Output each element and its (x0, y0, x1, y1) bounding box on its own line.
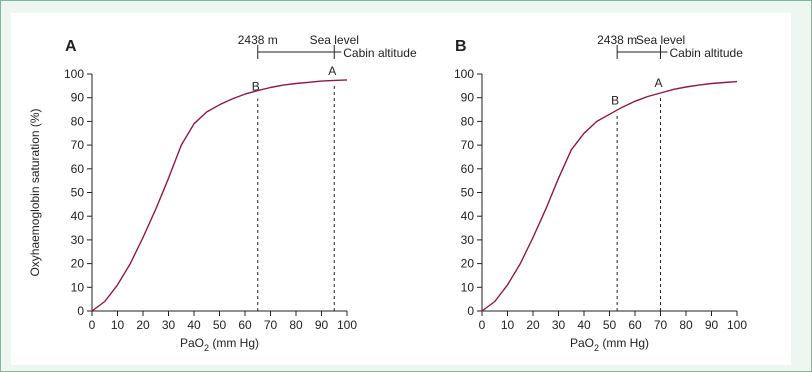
x-tick-label: 70 (654, 318, 668, 332)
altitude-caption: Cabin altitude (343, 46, 417, 60)
x-tick-label: 10 (111, 318, 125, 332)
x-tick-label: 0 (479, 318, 486, 332)
y-tick-label: 40 (71, 209, 85, 223)
x-axis-title-main: PaO (180, 336, 204, 350)
x-axis-title-subscript: 2 (204, 343, 209, 353)
x-tick-label: 50 (603, 318, 617, 332)
x-axis-title-units: (mm Hg) (209, 336, 259, 350)
x-tick-label: 50 (213, 318, 227, 332)
reference-point-label: B (611, 94, 619, 108)
y-tick-label: 50 (71, 186, 85, 200)
y-tick-label: 30 (461, 233, 475, 247)
x-tick-label: 80 (679, 318, 693, 332)
chart-panel-b: B 0 10 20 30 40 50 60 70 80 90 100 0 10 20 30 40 50 60 70 80… (454, 33, 747, 353)
x-tick-label: 0 (89, 318, 96, 332)
y-tick-label: 80 (71, 114, 85, 128)
reference-point-label: A (328, 64, 336, 78)
x-tick-label: 40 (577, 318, 591, 332)
x-tick-label: 60 (628, 318, 642, 332)
altitude-caption: Cabin altitude (670, 46, 744, 60)
altitude-label-sea-level: Sea level (310, 33, 359, 47)
y-tick-label: 100 (454, 67, 474, 81)
reference-point-label: B (252, 80, 260, 94)
figure-panel: A 0 10 20 30 40 50 60 70 80 90 100 0 10 20 30 40 50 60 70 80… (11, 13, 791, 365)
altitude-label-2438m: 2438 m (597, 33, 637, 47)
y-tick-label: 0 (467, 304, 474, 318)
y-tick-label: 0 (77, 304, 84, 318)
dissociation-curve (91, 79, 348, 312)
y-tick-label: 90 (461, 91, 475, 105)
x-axis-title: PaO2 (mm Hg) (570, 336, 649, 353)
y-tick-label: 10 (461, 280, 475, 294)
y-tick-label: 10 (71, 280, 85, 294)
x-tick-label: 100 (337, 318, 357, 332)
x-tick-label: 30 (162, 318, 176, 332)
panel-label: A (65, 38, 77, 55)
y-tick-label: 30 (71, 233, 85, 247)
y-tick-label: 100 (64, 67, 84, 81)
x-tick-label: 70 (264, 318, 278, 332)
altitude-label-2438m: 2438 m (238, 33, 278, 47)
y-tick-label: 70 (461, 138, 475, 152)
x-tick-label: 40 (187, 318, 201, 332)
x-tick-label: 30 (552, 318, 566, 332)
x-axis-title-subscript: 2 (594, 343, 599, 353)
x-axis-title-main: PaO (570, 336, 594, 350)
chart-panel-a: A 0 10 20 30 40 50 60 70 80 90 100 0 10 20 30 40 50 60 70 80… (28, 33, 417, 353)
y-axis-title: Oxyhaemoglobin saturation (%) (28, 108, 42, 276)
x-tick-label: 20 (526, 318, 540, 332)
y-tick-label: 80 (461, 114, 475, 128)
x-tick-label: 90 (315, 318, 329, 332)
x-axis-title-units: (mm Hg) (599, 336, 649, 350)
y-tick-label: 60 (461, 162, 475, 176)
y-tick-label: 40 (461, 209, 475, 223)
dissociation-curve (481, 80, 738, 312)
panel-label: B (455, 38, 467, 55)
x-tick-label: 60 (238, 318, 252, 332)
y-tick-label: 50 (461, 186, 475, 200)
y-tick-label: 20 (461, 257, 475, 271)
y-tick-label: 90 (71, 91, 85, 105)
x-tick-label: 90 (705, 318, 719, 332)
x-tick-label: 100 (727, 318, 747, 332)
y-tick-label: 20 (71, 257, 85, 271)
altitude-label-sea-level: Sea level (636, 33, 685, 47)
x-tick-label: 20 (136, 318, 150, 332)
y-tick-label: 60 (71, 162, 85, 176)
x-tick-label: 80 (289, 318, 303, 332)
reference-point-label: A (654, 76, 662, 90)
y-tick-label: 70 (71, 138, 85, 152)
x-axis-title: PaO2 (mm Hg) (180, 336, 259, 353)
x-tick-label: 10 (501, 318, 515, 332)
